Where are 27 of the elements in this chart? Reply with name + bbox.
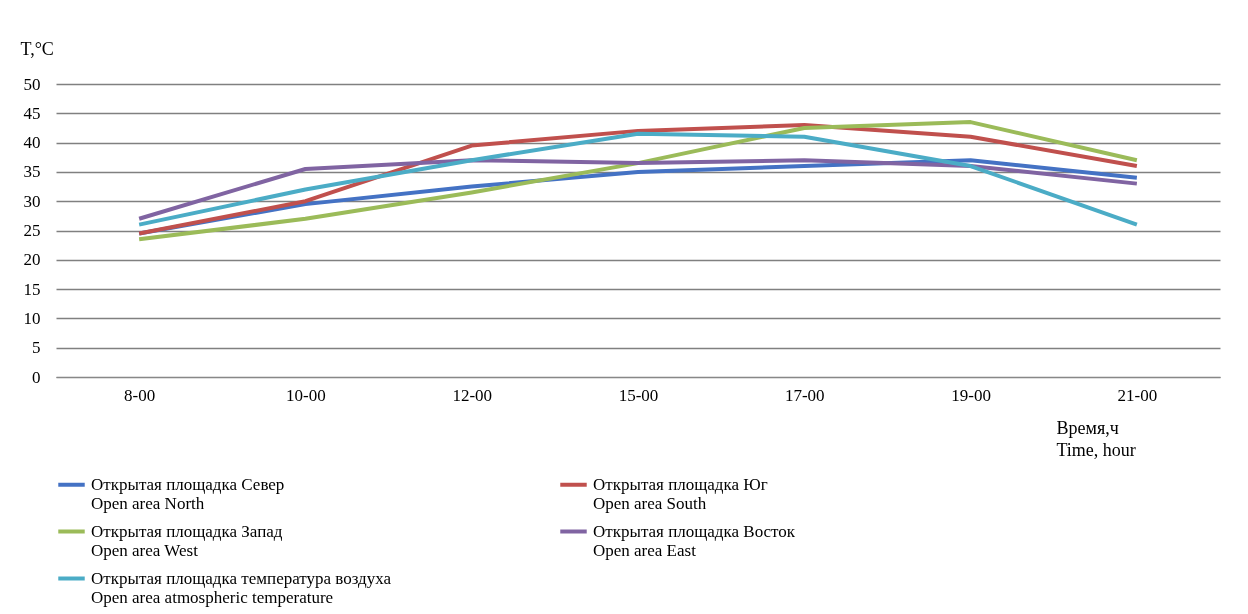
y-tick-label: 0 — [32, 367, 41, 387]
legend-label: Открытая площадка Восток Open area East — [593, 521, 796, 560]
y-tick-label: 40 — [23, 133, 41, 153]
x-tick-label: 19-00 — [951, 385, 991, 405]
legend-label: Открытая площадка Юг Open area South — [593, 474, 768, 513]
legend-label: Открытая площадка температура воздуха Open area atmospheric temperature — [91, 568, 392, 607]
y-tick-label: 10 — [23, 308, 41, 328]
y-tick-label: 5 — [32, 338, 41, 358]
legend-label: Открытая площадка Север Open area North — [91, 474, 285, 513]
line-series — [137, 158, 1139, 221]
y-tick-label: 50 — [23, 74, 41, 94]
x-tick-label: 21-00 — [1117, 385, 1158, 405]
x-tick-label: 15-00 — [618, 385, 659, 405]
x-tick-label: 17-00 — [784, 385, 825, 405]
y-tick-label: 20 — [23, 250, 41, 270]
line-series — [137, 131, 1139, 227]
y-tick-label: 35 — [23, 162, 41, 182]
y-tick-label: 45 — [23, 103, 41, 123]
y-tick-label: 25 — [23, 221, 41, 240]
y-tick-label: 30 — [23, 191, 41, 211]
y-tick-label: 15 — [23, 279, 41, 299]
x-tick-label: 12-00 — [452, 385, 493, 405]
legend-label: Открытая площадка Запад Open area West — [91, 521, 283, 560]
x-axis-title: Время,ч Time, hour — [1056, 417, 1136, 460]
x-tick-label: 8-00 — [124, 385, 156, 405]
y-axis-title: T,°C — [20, 38, 54, 59]
x-tick-label: 10-00 — [286, 385, 326, 405]
